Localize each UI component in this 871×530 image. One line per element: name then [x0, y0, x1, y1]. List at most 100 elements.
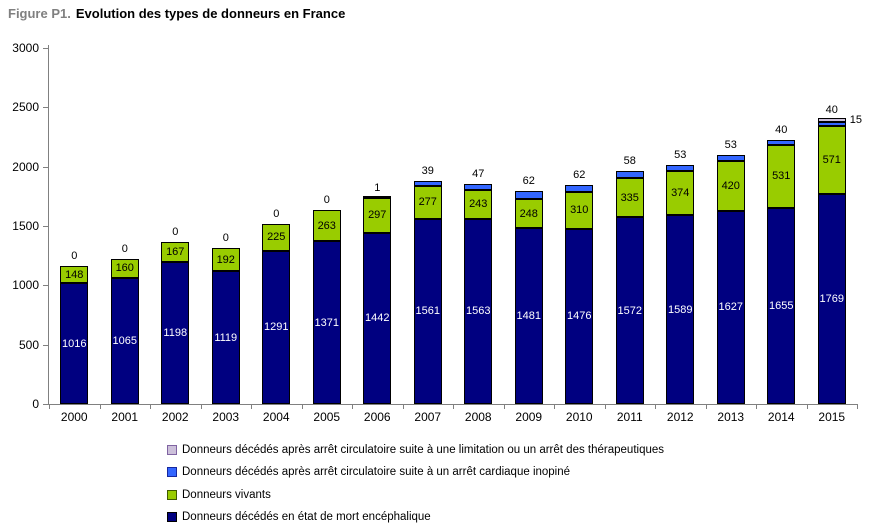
bar-value-label: 40	[825, 103, 838, 116]
bar-value-label: 0	[172, 226, 179, 239]
bar-segment-2015-series3	[817, 117, 846, 122]
x-axis-tick	[251, 404, 252, 409]
bar-value-label: 1563	[466, 305, 491, 318]
x-axis-line	[48, 404, 857, 405]
bar-segment-2015-series2	[817, 121, 846, 127]
bar-value-label: 1561	[415, 305, 440, 318]
x-axis-tick	[806, 404, 808, 409]
bar-segment-2003-series0	[211, 271, 240, 404]
y-axis-tick	[43, 285, 48, 287]
chart-title-text: Evolution des types de donneurs en Franc…	[75, 6, 346, 21]
legend-label: Donneurs décédés après arrêt circulatoir…	[182, 466, 571, 479]
legend-label: Donneurs décédés après arrêt circulatoir…	[182, 444, 665, 456]
y-axis-tick-label: 2500	[12, 100, 39, 115]
bar-segment-2003-series1	[211, 248, 240, 272]
legend-item: Donneurs décédés après arrêt circulatoir…	[167, 443, 664, 457]
bar-value-label: 1589	[668, 303, 693, 316]
x-axis-tick	[99, 404, 101, 409]
bar-segment-2014-series1	[767, 144, 796, 208]
x-axis-label: 2012	[666, 410, 694, 424]
bar-value-label: 1572	[617, 304, 642, 317]
bar-segment-2010-series1	[565, 192, 594, 229]
x-axis-label: 2002	[161, 410, 189, 424]
bar-segment-2006-series2	[363, 195, 392, 198]
bar-value-label: 243	[469, 198, 488, 211]
y-axis-tick	[43, 344, 48, 346]
bar-segment-2009-series1	[514, 198, 543, 229]
bar-segment-2001-series0	[110, 277, 139, 404]
bar-segment-2002-series1	[161, 242, 190, 262]
x-axis-label: 2004	[262, 410, 290, 424]
bar-value-label: 1371	[314, 316, 339, 329]
x-axis-label: 2009	[515, 410, 543, 424]
bar-value-label: 1065	[112, 334, 137, 347]
y-axis-tick	[43, 107, 48, 109]
bar-segment-2011-series2	[615, 170, 644, 178]
x-axis-label: 2015	[818, 410, 846, 424]
bar-segment-2007-series1	[413, 185, 442, 219]
y-axis-tick-label: 3000	[12, 41, 39, 55]
bar-value-label: 53	[724, 138, 737, 151]
bar-segment-2010-series2	[565, 184, 594, 193]
bar-value-label: 15	[849, 113, 862, 126]
bar-value-label: 225	[267, 231, 286, 244]
bar-value-label: 167	[166, 245, 185, 258]
bar-value-label: 39	[421, 165, 434, 178]
y-axis-tick-label: 1500	[12, 219, 39, 233]
x-axis-tick	[402, 404, 404, 409]
bar-segment-2013-series2	[716, 154, 745, 162]
x-axis-tick	[49, 404, 50, 409]
bar-segment-2014-series0	[767, 207, 796, 404]
legend-swatch-icon	[167, 445, 177, 455]
x-axis-tick	[200, 404, 202, 409]
x-axis-label: 2005	[313, 410, 341, 424]
y-axis-tick	[43, 226, 48, 227]
bar-value-label: 1481	[516, 310, 541, 323]
x-axis-tick	[453, 404, 454, 409]
bar-value-label: 1291	[264, 321, 289, 334]
x-axis-label: 2001	[111, 410, 139, 424]
x-axis-label: 2006	[363, 410, 391, 424]
legend-label: Donneurs vivants	[182, 488, 271, 501]
chart-title-prefix: Figure P1.	[8, 6, 71, 21]
bar-value-label: 310	[570, 204, 589, 217]
bar-value-label: 40	[775, 123, 788, 136]
bar-value-label: 277	[418, 196, 437, 209]
bar-value-label: 571	[822, 154, 841, 167]
bar-value-label: 335	[620, 191, 639, 204]
chart-title: Figure P1. Evolution des types de donneur…	[8, 6, 345, 21]
bar-segment-2007-series2	[413, 181, 442, 186]
bar-value-label: 1655	[769, 299, 794, 312]
bar-segment-2005-series0	[312, 241, 341, 404]
bar-segment-2012-series1	[666, 171, 695, 216]
x-axis-tick	[604, 404, 606, 409]
bar-value-label: 62	[522, 175, 535, 188]
bar-value-label: 374	[671, 187, 690, 200]
legend-swatch-icon	[167, 512, 177, 523]
x-axis-label: 2013	[717, 410, 745, 424]
bar-segment-2002-series0	[161, 261, 190, 404]
bar-value-label: 0	[323, 194, 330, 207]
bar-segment-2006-series0	[363, 232, 392, 404]
bar-value-label: 0	[222, 232, 229, 245]
y-axis-tick-label: 2000	[12, 159, 39, 174]
bar-segment-2015-series0	[817, 194, 846, 404]
bar-value-label: 1198	[163, 326, 188, 339]
y-axis-tick-label: 0	[32, 397, 39, 411]
x-axis-tick	[554, 404, 555, 409]
bar-value-label: 148	[65, 268, 84, 281]
bar-value-label: 192	[216, 253, 235, 266]
bar-segment-2004-series1	[262, 224, 291, 251]
bar-segment-2001-series1	[110, 258, 139, 278]
bar-value-label: 62	[573, 168, 586, 181]
legend-swatch-icon	[167, 489, 177, 500]
x-axis-label: 2008	[464, 410, 492, 424]
x-axis-label: 2011	[616, 410, 643, 424]
legend-label: Donneurs décédés en état de mort encépha…	[182, 511, 431, 524]
x-axis-tick	[705, 404, 707, 409]
bar-segment-2011-series1	[615, 177, 644, 218]
bar-segment-2000-series0	[60, 283, 89, 404]
bar-segment-2011-series0	[615, 217, 644, 404]
bar-segment-2015-series1	[817, 126, 846, 195]
